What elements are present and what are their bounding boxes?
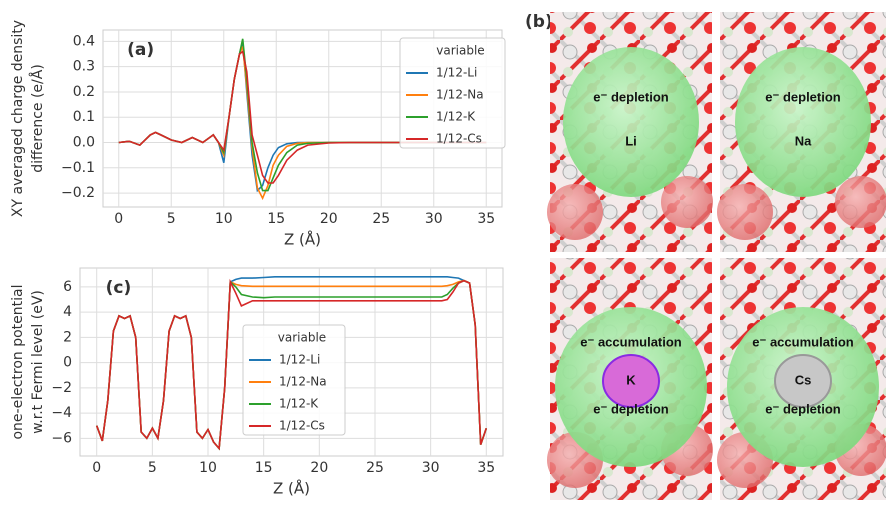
legend-title: variable: [278, 331, 326, 345]
x-tick-label: 35: [477, 460, 495, 476]
tile-label: e⁻ accumulation: [580, 334, 682, 349]
legend-label: 1/12-Li: [279, 353, 320, 367]
y-tick-label: 0.1: [73, 109, 95, 125]
y-tick-label: −4: [51, 405, 72, 421]
core: [774, 354, 832, 408]
x-tick-label: 5: [148, 460, 157, 476]
y-axis-label: one-electron potential: [10, 284, 26, 439]
y-tick-label: 2: [63, 329, 72, 345]
depletion-lobe: [547, 184, 603, 240]
x-tick-label: 30: [422, 460, 440, 476]
x-axis-label: Z (Å): [284, 230, 321, 249]
panel-label: (a): [127, 40, 154, 60]
y-tick-label: −2: [51, 380, 72, 396]
x-tick-label: 15: [255, 460, 273, 476]
x-tick-label: 10: [215, 211, 233, 227]
y-tick-label: 0.3: [73, 59, 95, 75]
x-axis-label: Z (Å): [273, 479, 310, 498]
y-tick-label: −0.2: [61, 185, 95, 201]
x-tick-label: 0: [114, 211, 123, 227]
depletion-lobe: [661, 176, 713, 228]
x-tick-label: 5: [167, 211, 176, 227]
legend-label: 1/12-Na: [279, 375, 327, 389]
x-tick-label: 20: [320, 211, 338, 227]
depletion-lobe: [835, 176, 886, 228]
legend-box: [399, 37, 506, 149]
x-tick-label: 25: [366, 460, 384, 476]
panel-label: (b): [525, 12, 553, 32]
legend-label: 1/12-Cs: [279, 419, 325, 433]
x-tick-label: 15: [267, 211, 285, 227]
legend-label: 1/12-Li: [436, 66, 477, 80]
legend-label: 1/12-Cs: [436, 132, 482, 146]
x-tick-label: 25: [372, 211, 390, 227]
tile-label: e⁻ depletion: [593, 89, 669, 104]
y-tick-label: 0.2: [73, 84, 95, 100]
isosurface: [563, 47, 699, 197]
tile-label: K: [626, 372, 636, 387]
y-axis-label: XY averaged charge density: [10, 20, 26, 217]
x-tick-label: 35: [477, 211, 495, 227]
tile-label: e⁻ depletion: [765, 401, 841, 416]
tile-label: Li: [625, 133, 637, 148]
legend-box: [242, 324, 346, 436]
core: [602, 354, 660, 408]
y-axis-label: difference (e/Å): [29, 64, 46, 173]
legend-label: 1/12-Na: [436, 88, 484, 102]
legend-title: variable: [436, 44, 484, 58]
x-tick-label: 30: [425, 211, 443, 227]
tile-label: Na: [795, 133, 812, 148]
tile-label: e⁻ depletion: [765, 89, 841, 104]
y-tick-label: −0.1: [61, 160, 95, 176]
series-line: [95, 278, 488, 451]
depletion-lobe: [717, 184, 773, 240]
y-tick-label: 4: [63, 304, 72, 320]
y-tick-label: 0.4: [73, 33, 95, 49]
x-tick-label: 0: [92, 460, 101, 476]
tile-label: e⁻ depletion: [593, 401, 669, 416]
x-tick-label: 20: [310, 460, 328, 476]
y-tick-label: 0: [63, 355, 72, 371]
y-tick-label: 6: [63, 279, 72, 295]
series-line: [118, 50, 487, 184]
isosurface: [735, 47, 871, 197]
y-axis-label: w.r.t Fermi level (eV): [30, 290, 46, 434]
legend-label: 1/12-K: [279, 397, 319, 411]
tile-label: Cs: [795, 372, 812, 387]
legend-label: 1/12-K: [436, 110, 476, 124]
y-tick-label: 0.0: [73, 135, 95, 151]
panel-label: (c): [106, 278, 132, 298]
tile-label: e⁻ accumulation: [752, 334, 854, 349]
y-tick-label: −6: [51, 430, 72, 446]
x-tick-label: 10: [199, 460, 217, 476]
